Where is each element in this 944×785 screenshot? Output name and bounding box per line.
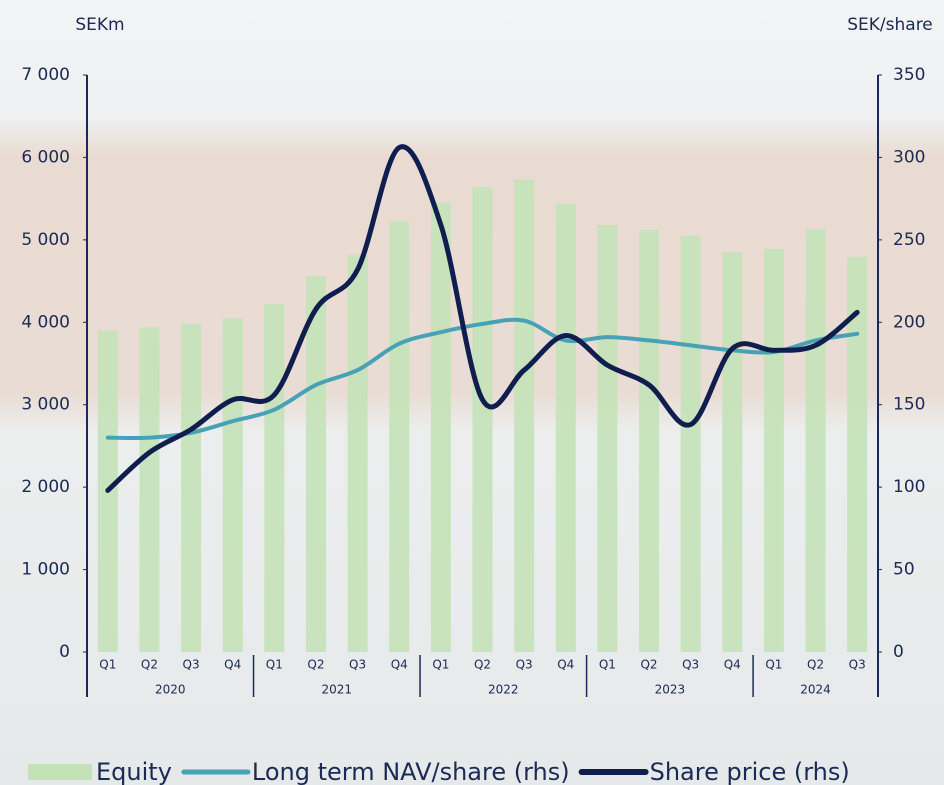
bar: [181, 323, 202, 652]
y-tick-label: 7 000: [21, 65, 70, 85]
x-tick-label: Q1: [99, 658, 116, 672]
x-group-label: 2020: [155, 683, 186, 697]
x-tick-label: Q2: [807, 658, 824, 672]
x-tick-label: Q2: [474, 658, 491, 672]
y-tick-label: 5 000: [21, 230, 70, 250]
bar: [305, 276, 326, 652]
x-tick-label: Q4: [557, 658, 574, 672]
x-tick-label: Q3: [183, 658, 200, 672]
x-tick-label: Q1: [266, 658, 283, 672]
bar: [347, 254, 368, 653]
x-group-label: 2024: [800, 683, 831, 697]
legend-swatch: [28, 764, 92, 780]
y2-tick-label: 350: [893, 65, 925, 85]
x-tick-label: Q3: [349, 658, 366, 672]
y-axis-label: SEKm: [75, 15, 124, 35]
bar: [680, 235, 701, 652]
y-tick-label: 0: [59, 642, 70, 662]
bar: [222, 318, 243, 652]
y-tick-label: 2 000: [21, 477, 70, 497]
x-tick-label: Q1: [765, 658, 782, 672]
x-tick-label: Q3: [849, 658, 866, 672]
y2-tick-label: 100: [893, 477, 925, 497]
x-group-label: 2022: [488, 683, 519, 697]
legend-label: Share price (rhs): [650, 758, 850, 785]
bar: [389, 220, 410, 653]
y2-axis-label: SEK/share: [847, 15, 933, 35]
bar: [139, 327, 160, 652]
bar: [472, 187, 493, 653]
bar: [639, 229, 660, 653]
x-tick-label: Q4: [724, 658, 741, 672]
bar: [597, 225, 618, 652]
bar: [847, 257, 868, 652]
y2-tick-label: 200: [893, 312, 925, 332]
bar: [514, 179, 535, 653]
x-tick-label: Q1: [432, 658, 449, 672]
x-group-label: 2021: [322, 683, 353, 697]
x-group-label: 2023: [655, 683, 686, 697]
x-tick-label: Q4: [224, 658, 241, 672]
bar: [805, 229, 826, 653]
legend-label: Equity: [96, 758, 172, 785]
x-tick-label: Q2: [307, 658, 324, 672]
bar: [430, 202, 451, 652]
y2-tick-label: 0: [893, 642, 904, 662]
x-tick-label: Q2: [141, 658, 158, 672]
legend-label: Long term NAV/share (rhs): [252, 758, 570, 785]
y-tick-label: 1 000: [21, 560, 70, 580]
y2-tick-label: 300: [893, 147, 925, 167]
x-tick-label: Q3: [516, 658, 533, 672]
x-tick-label: Q2: [640, 658, 657, 672]
y2-tick-label: 250: [893, 230, 925, 250]
bar: [555, 203, 576, 653]
y2-tick-label: 150: [893, 395, 925, 415]
y-tick-label: 6 000: [21, 147, 70, 167]
y-tick-label: 4 000: [21, 312, 70, 332]
x-tick-label: Q4: [391, 658, 408, 672]
line: [105, 144, 860, 493]
x-tick-label: Q3: [682, 658, 699, 672]
x-tick-label: Q1: [599, 658, 616, 672]
bar: [264, 304, 285, 652]
y2-tick-label: 50: [893, 560, 915, 580]
bar: [722, 252, 743, 652]
y-tick-label: 3 000: [21, 395, 70, 415]
bar: [763, 248, 784, 652]
